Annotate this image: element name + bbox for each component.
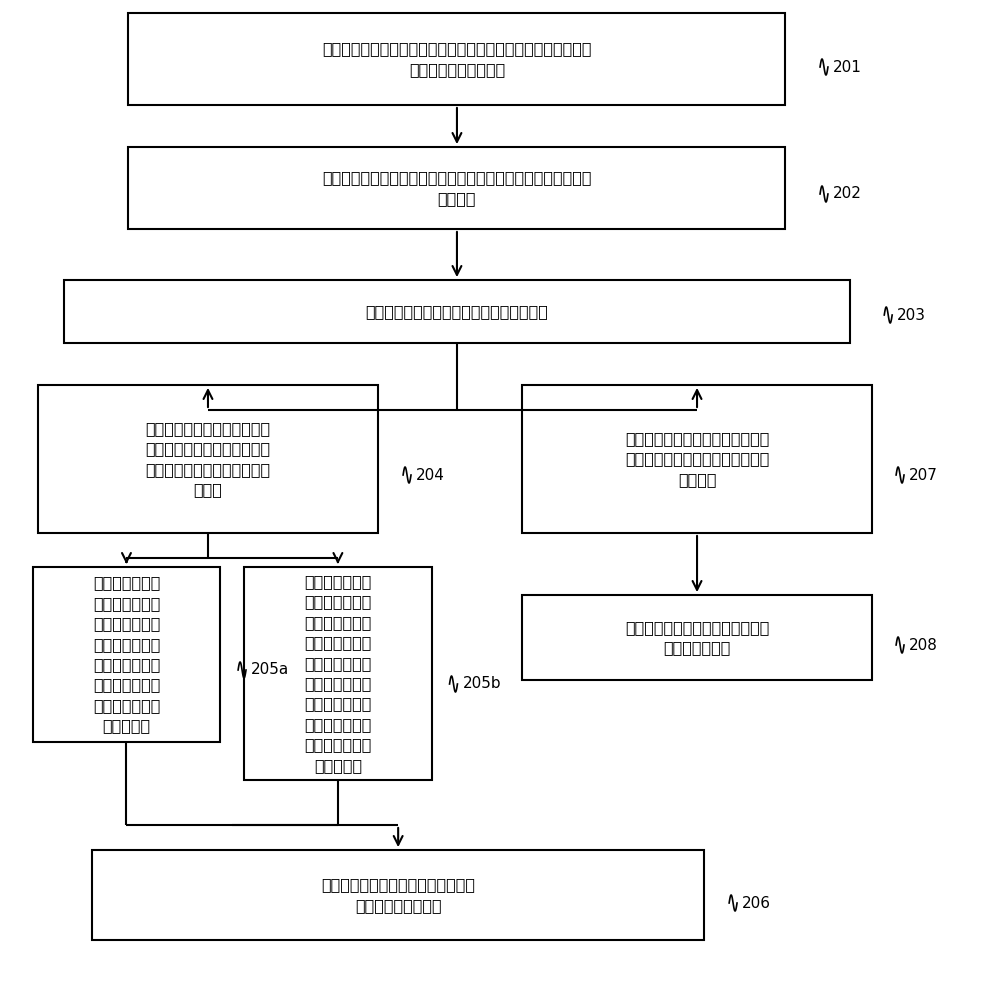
Text: 若确定发动机的
状态表征发动机
的发动转速不在
预设范围之内，
则确定电控离合
器的故障类型为
电控离合器的电
磁阀故障或电控
离合器的电控执
行机构故障: 若确定发动机的 状态表征发动机 的发动转速不在 预设范围之内， 则确定电控离合 … <box>304 574 371 773</box>
FancyBboxPatch shape <box>522 595 872 680</box>
FancyBboxPatch shape <box>244 567 432 780</box>
FancyBboxPatch shape <box>522 385 872 533</box>
Text: 208: 208 <box>909 638 938 652</box>
Text: 202: 202 <box>833 186 862 202</box>
Text: 205a: 205a <box>251 662 289 678</box>
Text: 205b: 205b <box>462 676 501 692</box>
Text: 201: 201 <box>833 60 862 75</box>
FancyBboxPatch shape <box>33 567 220 742</box>
Text: 根据电控离合器的故障类型，确定发
动机的第一运行方式: 根据电控离合器的故障类型，确定发 动机的第一运行方式 <box>321 877 475 913</box>
Text: 207: 207 <box>909 468 938 483</box>
FancyBboxPatch shape <box>128 13 785 105</box>
Text: 204: 204 <box>416 468 445 483</box>
FancyBboxPatch shape <box>64 280 850 343</box>
Text: 203: 203 <box>897 308 926 322</box>
FancyBboxPatch shape <box>38 385 378 533</box>
FancyBboxPatch shape <box>128 147 785 229</box>
Text: 若第一位置信息与第二位置信息不
同则根据第一位置信息确定电控离
合器状态: 若第一位置信息与第二位置信息不 同则根据第一位置信息确定电控离 合器状态 <box>624 431 770 487</box>
FancyBboxPatch shape <box>92 850 704 940</box>
Text: 若第一位置信息与第二位置信
息相同则在车辆的变速器的挡
位为空的状态下控制电机拖动
发动机: 若第一位置信息与第二位置信 息相同则在车辆的变速器的挡 位为空的状态下控制电机拖… <box>145 421 271 497</box>
Text: 在车辆的混合动力系统控制器上电之后，获取电控离合器在当前
时刻下的第一位置信息: 在车辆的混合动力系统控制器上电之后，获取电控离合器在当前 时刻下的第一位置信息 <box>322 41 592 77</box>
Text: 判断第一位置信息与第二位置信息是否相同: 判断第一位置信息与第二位置信息是否相同 <box>366 304 548 319</box>
Text: 控制电控离合器分离，并在预设时间之后获取电控离合器的第二
位置信息: 控制电控离合器分离，并在预设时间之后获取电控离合器的第二 位置信息 <box>322 170 592 206</box>
Text: 206: 206 <box>742 896 771 910</box>
Text: 若确定发动机的
状态表征发动机
的发动转速在预
设范围之内，则
确定电控离合器
的故障类型为电
控离合器的位置
传感器故障: 若确定发动机的 状态表征发动机 的发动转速在预 设范围之内，则 确定电控离合器 … <box>93 576 160 733</box>
Text: 依据电控离合器状态，确定发动机
的第二运行方式: 依据电控离合器状态，确定发动机 的第二运行方式 <box>624 620 770 655</box>
